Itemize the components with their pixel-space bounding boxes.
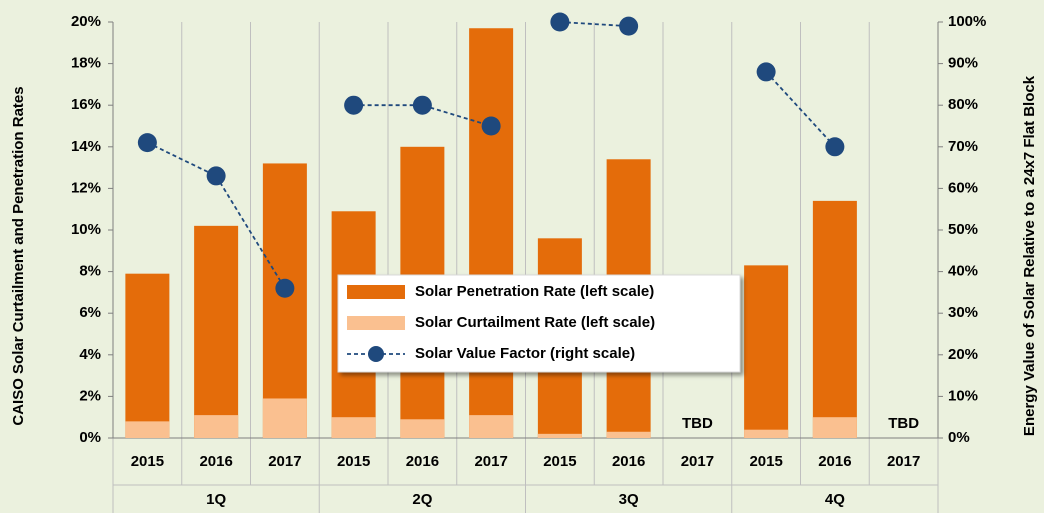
y2-tick-label: 50% — [948, 221, 978, 238]
bar — [331, 417, 376, 438]
y2-tick-label: 0% — [948, 429, 970, 446]
bar — [606, 431, 651, 438]
x-tick-label: 2017 — [474, 453, 507, 470]
x-tick-label: 2015 — [749, 453, 782, 470]
bar — [537, 433, 582, 438]
legend-label: Solar Curtailment Rate (left scale) — [415, 314, 655, 331]
x-tick-label: 2016 — [199, 453, 232, 470]
bar — [744, 265, 789, 438]
line-point — [481, 116, 501, 136]
y-tick-label: 0% — [79, 429, 101, 446]
y-tick-label: 8% — [79, 263, 101, 280]
bar — [262, 398, 307, 438]
y2-axis-title: Energy Value of Solar Relative to a 24x7… — [1021, 75, 1038, 436]
y-tick-label: 12% — [71, 179, 101, 196]
x-tick-label: 2015 — [337, 453, 370, 470]
line-series — [559, 21, 629, 28]
line-point — [206, 166, 226, 186]
x-tick-label: 2016 — [612, 453, 645, 470]
x-tick-label: 2016 — [406, 453, 439, 470]
y2-tick-label: 80% — [948, 96, 978, 113]
legend-swatch — [347, 316, 405, 330]
bar — [469, 28, 514, 439]
y-tick-label: 6% — [79, 304, 101, 321]
line-series — [146, 141, 286, 289]
bar — [744, 429, 789, 438]
y-tick-label: 16% — [71, 96, 101, 113]
y-tick-label: 4% — [79, 346, 101, 363]
y2-tick-label: 70% — [948, 138, 978, 155]
legend-swatch — [347, 285, 405, 299]
y-tick-label: 14% — [71, 138, 101, 155]
bar — [262, 163, 307, 438]
bar — [194, 415, 239, 438]
line-point — [756, 62, 776, 82]
y2-tick-label: 100% — [948, 13, 986, 30]
x-tick-label: 2017 — [268, 453, 301, 470]
y-tick-label: 18% — [71, 55, 101, 72]
legend: Solar Penetration Rate (left scale) Solar… — [337, 274, 741, 373]
line-point — [825, 137, 845, 157]
x-group-label: 2Q — [412, 491, 432, 508]
y2-tick-label: 40% — [948, 263, 978, 280]
y2-tick-label: 20% — [948, 346, 978, 363]
line-series — [765, 71, 836, 148]
y2-tick-label: 10% — [948, 387, 978, 404]
value-label: TBD — [888, 415, 919, 432]
bar — [125, 421, 170, 438]
legend-swatch-marker — [368, 346, 384, 362]
line-point — [275, 278, 295, 298]
y-tick-label: 20% — [71, 13, 101, 30]
x-group-label: 3Q — [619, 491, 639, 508]
bar — [125, 273, 170, 438]
x-tick-label: 2015 — [543, 453, 576, 470]
line-point — [137, 133, 157, 153]
bar — [812, 417, 857, 438]
bar — [812, 200, 857, 438]
x-tick-label: 2016 — [818, 453, 851, 470]
line-point — [550, 12, 570, 32]
x-tick-label: 2015 — [131, 453, 164, 470]
x-group-label: 4Q — [825, 491, 845, 508]
y-tick-label: 2% — [79, 387, 101, 404]
y-axis-title: CAISO Solar Curtailment and Penetration … — [10, 86, 27, 425]
legend-label: Solar Value Factor (right scale) — [415, 345, 635, 362]
line-series — [353, 104, 492, 127]
bar — [400, 419, 445, 438]
x-tick-label: 2017 — [681, 453, 714, 470]
y2-tick-label: 60% — [948, 179, 978, 196]
line-point — [412, 95, 432, 115]
y2-tick-label: 90% — [948, 55, 978, 72]
x-tick-label: 2017 — [887, 453, 920, 470]
bar — [194, 225, 239, 438]
line-point — [344, 95, 364, 115]
y-tick-label: 10% — [71, 221, 101, 238]
bar — [469, 415, 514, 438]
value-label: TBD — [682, 415, 713, 432]
x-group-label: 1Q — [206, 491, 226, 508]
line-point — [619, 16, 639, 36]
y2-tick-label: 30% — [948, 304, 978, 321]
legend-label: Solar Penetration Rate (left scale) — [415, 283, 654, 300]
